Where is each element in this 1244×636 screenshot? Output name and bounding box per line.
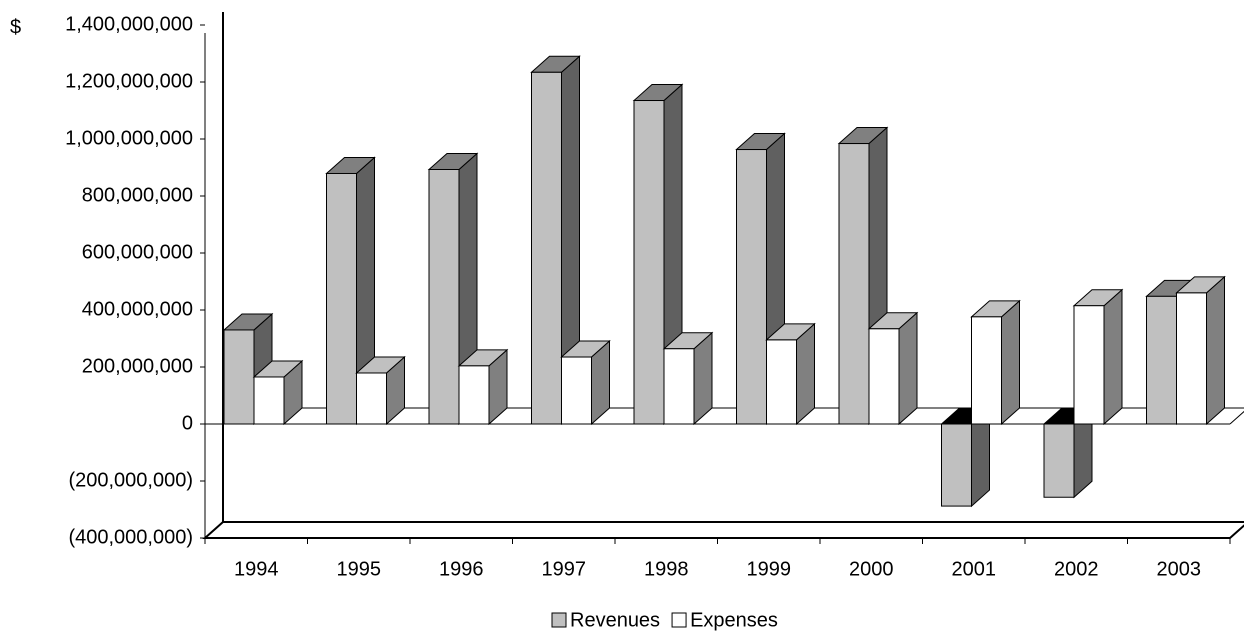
bar [1176, 292, 1207, 425]
bar [971, 316, 1002, 425]
bar [223, 329, 255, 425]
y-tick-label: 1,000,000,000 [65, 127, 193, 149]
y-tick-label: (400,000,000) [68, 526, 193, 548]
x-tick-label: 1997 [542, 558, 587, 580]
x-tick-label: 1999 [747, 558, 792, 580]
x-tick-label: 2003 [1157, 558, 1202, 580]
bar-side [898, 311, 918, 426]
bar [253, 376, 285, 425]
bar [326, 172, 357, 425]
bar [458, 365, 490, 425]
bar [1043, 423, 1075, 498]
y-tick-label: 400,000,000 [82, 298, 193, 320]
x-tick-label: 1994 [234, 558, 279, 580]
x-tick-label: 1998 [644, 558, 689, 580]
legend-swatch [671, 612, 687, 628]
legend-label: Revenues [570, 609, 660, 631]
bar [1073, 305, 1105, 425]
bar-side [1001, 299, 1020, 426]
y-axis-label: $ [10, 16, 21, 38]
bar [766, 339, 797, 425]
bar [356, 372, 387, 425]
x-tick-label: 2000 [849, 558, 894, 580]
legend-label: Expenses [690, 609, 778, 631]
bar [663, 348, 695, 425]
bar [736, 149, 767, 425]
x-tick-label: 2001 [952, 558, 997, 580]
y-tick-label: 800,000,000 [82, 184, 193, 206]
y-tick-label: 1,400,000,000 [65, 13, 193, 35]
x-tick-label: 1996 [439, 558, 484, 580]
bar [531, 71, 562, 425]
y-tick-label: 200,000,000 [82, 355, 193, 377]
bar [633, 100, 665, 425]
legend-swatch [551, 612, 567, 628]
x-tick-label: 1995 [337, 558, 382, 580]
bar [941, 423, 972, 507]
x-tick-label: 2002 [1054, 558, 1099, 580]
bar [1146, 295, 1177, 425]
y-tick-label: 0 [182, 412, 193, 434]
bar-side [796, 322, 815, 426]
y-tick-label: 1,200,000,000 [65, 70, 193, 92]
zero-plane-end [1229, 410, 1244, 425]
bar [838, 143, 870, 425]
y-tick-label: (200,000,000) [68, 469, 193, 491]
bar [561, 356, 592, 425]
bar-side [1103, 288, 1123, 426]
bar-side [1206, 275, 1225, 426]
floor [202, 521, 1244, 539]
y-tick-label: 600,000,000 [82, 241, 193, 263]
bar [428, 168, 460, 425]
bar [868, 328, 900, 425]
